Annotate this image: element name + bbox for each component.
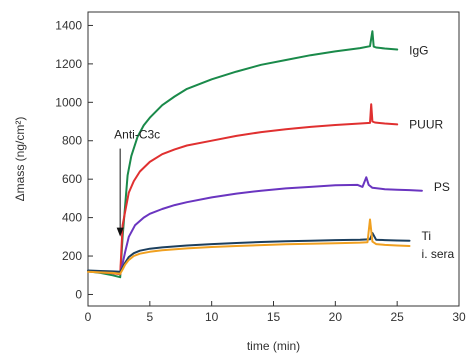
series-label: Ti [422,229,432,243]
series-line-ti [87,232,411,273]
y-axis-label: Δmass (ng/cm²) [13,117,27,202]
x-tick-label: 20 [329,310,343,324]
axis-ticks: 0 5 10 15 20 25 30 0 200 400 600 800 1000 1200 1400 [55,18,466,324]
y-tick-label: 1200 [55,57,82,71]
series-line-puur [87,103,399,276]
series-label: i. sera [422,247,455,261]
x-axis-label: time (min) [247,339,300,353]
y-tick-label: 600 [62,172,82,186]
annotation: Anti-C3c [114,128,160,237]
series-lines [87,30,423,279]
y-tick-label: 1400 [55,18,82,32]
x-tick-label: 0 [85,310,92,324]
series-labels: IgG PUUR PS Ti i. sera [409,43,454,261]
y-tick-label: 0 [75,287,82,301]
series-label: PUUR [409,117,443,131]
x-tick-label: 15 [267,310,281,324]
x-tick-label: 30 [452,310,466,324]
series-line-ps [87,176,423,275]
x-tick-label: 25 [390,310,404,324]
series-label: IgG [409,43,428,57]
x-tick-label: 5 [146,310,153,324]
series-label: PS [434,180,450,194]
series-line-i-sera [87,218,411,275]
y-tick-label: 200 [62,249,82,263]
annotation-label: Anti-C3c [114,128,160,142]
x-tick-label: 10 [205,310,219,324]
y-tick-label: 400 [62,211,82,225]
y-tick-label: 800 [62,134,82,148]
annotation-arrowhead [116,227,124,237]
y-tick-label: 1000 [55,95,82,109]
plot-frame [87,11,460,307]
